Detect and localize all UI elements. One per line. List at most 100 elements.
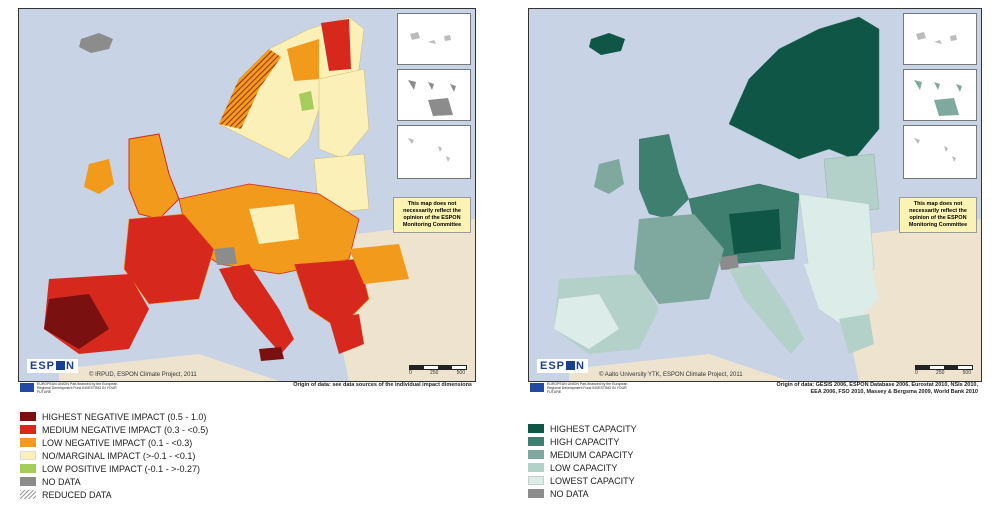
legend-label: LOW NEGATIVE IMPACT (0.1 - <0.3) bbox=[42, 437, 193, 448]
greece-region bbox=[329, 314, 364, 354]
eu-funding-text: EUROPEAN UNION Part-financed by the Euro… bbox=[37, 382, 118, 394]
inset-maps bbox=[903, 13, 977, 183]
inset-canarias bbox=[903, 13, 977, 65]
balkans-region bbox=[293, 258, 370, 330]
poland-region bbox=[249, 204, 299, 244]
data-origin: Origin of data: GESIS 2006, ESPON Databa… bbox=[777, 382, 978, 395]
legend-label: HIGHEST NEGATIVE IMPACT (0.5 - 1.0) bbox=[42, 411, 207, 422]
map-credit: © IRPUD, ESPON Climate Project, 2011 bbox=[89, 372, 197, 378]
north-finland-region bbox=[321, 19, 351, 71]
legend-item: LOWEST CAPACITY bbox=[528, 474, 637, 487]
legend-swatch bbox=[528, 489, 544, 498]
legend-item: HIGHEST CAPACITY bbox=[528, 422, 637, 435]
north-africa-land bbox=[569, 354, 789, 381]
uk-region bbox=[639, 134, 689, 219]
inset-outermost-regions bbox=[397, 69, 471, 121]
baltic-region bbox=[823, 153, 880, 215]
legend-item: LOW CAPACITY bbox=[528, 461, 637, 474]
legend-label: LOW CAPACITY bbox=[550, 462, 618, 473]
legend-label: NO DATA bbox=[550, 488, 589, 499]
legend-swatch bbox=[528, 463, 544, 472]
france-region bbox=[123, 213, 215, 305]
logo-square-icon bbox=[56, 361, 66, 370]
legend-item: HIGHEST NEGATIVE IMPACT (0.5 - 1.0) bbox=[20, 410, 208, 423]
legend-swatch bbox=[20, 464, 36, 473]
legend-label: MEDIUM CAPACITY bbox=[550, 449, 634, 460]
legend-item: MEDIUM NEGATIVE IMPACT (0.3 - <0.5) bbox=[20, 423, 208, 436]
legend-item: NO DATA bbox=[528, 487, 637, 500]
inset-canarias bbox=[397, 13, 471, 65]
switzerland-region bbox=[214, 247, 237, 265]
legend-item: REDUCED DATA bbox=[20, 488, 208, 501]
norway-coast-region bbox=[219, 49, 281, 129]
legend-label: MEDIUM NEGATIVE IMPACT (0.3 - <0.5) bbox=[42, 424, 209, 435]
uk-region bbox=[128, 133, 180, 220]
switzerland-region bbox=[719, 255, 739, 270]
nordic-region bbox=[728, 16, 880, 160]
finland-region bbox=[318, 68, 370, 160]
data-origin-line: Origin of data: GESIS 2006, ESPON Databa… bbox=[776, 382, 978, 388]
inset-outermost-regions bbox=[903, 69, 977, 121]
eu-flag-icon bbox=[530, 383, 544, 392]
balkans-region bbox=[804, 259, 879, 329]
germany-austria-region bbox=[729, 209, 781, 254]
legend-item: NO/MARGINAL IMPACT (>-0.1 - <0.1) bbox=[20, 449, 208, 462]
inset-madeira-acores bbox=[903, 125, 977, 179]
italy-region bbox=[729, 264, 804, 354]
legend-item: HIGH CAPACITY bbox=[528, 435, 637, 448]
eu-flag-icon bbox=[20, 383, 34, 392]
disclaimer-note: This map does not necessarily reflect th… bbox=[393, 197, 471, 233]
data-origin: Origin of data: see data sources of the … bbox=[293, 382, 472, 388]
ireland-region bbox=[84, 159, 114, 194]
impact-map-graphic bbox=[44, 16, 475, 381]
legend-swatch bbox=[20, 412, 36, 421]
legend-swatch bbox=[528, 424, 544, 433]
legend-swatch bbox=[20, 425, 36, 434]
scale-bar: 0 250 500 bbox=[915, 365, 973, 377]
legend-label: HIGHEST CAPACITY bbox=[550, 423, 637, 434]
legend-label: REDUCED DATA bbox=[42, 489, 112, 500]
map-footer: EUROPEAN UNION Part-financed by the Euro… bbox=[528, 380, 980, 396]
romania-region bbox=[349, 244, 409, 284]
legend-swatch bbox=[528, 476, 544, 485]
legend-item: NO DATA bbox=[20, 475, 208, 488]
italy-region bbox=[219, 264, 294, 354]
eu-funding-text: EUROPEAN UNION Part-financed by the Euro… bbox=[547, 382, 628, 394]
legend-label: LOWEST CAPACITY bbox=[550, 475, 635, 486]
eastern-europe-region bbox=[798, 193, 875, 272]
north-africa-land bbox=[59, 354, 279, 381]
legend-swatch bbox=[528, 437, 544, 446]
scale-bar: 0 250 500 bbox=[409, 365, 467, 377]
legend-swatch-hatch bbox=[20, 490, 36, 499]
legend-swatch bbox=[528, 450, 544, 459]
legend-swatch bbox=[20, 477, 36, 486]
ireland-region bbox=[594, 159, 624, 194]
inset-maps bbox=[397, 13, 471, 183]
legend-item: LOW NEGATIVE IMPACT (0.1 - <0.3) bbox=[20, 436, 208, 449]
espon-logo: ESP N bbox=[27, 359, 78, 373]
legend-item: MEDIUM CAPACITY bbox=[528, 448, 637, 461]
capacity-map: This map does not necessarily reflect th… bbox=[528, 8, 982, 382]
map-credit: © Aalto University YTK, ESPON Climate Pr… bbox=[599, 372, 743, 378]
low-positive-region bbox=[299, 91, 314, 111]
disclaimer-note: This map does not necessarily reflect th… bbox=[899, 197, 977, 233]
legend-swatch bbox=[20, 451, 36, 460]
north-sweden-region bbox=[287, 39, 319, 81]
legend-swatch bbox=[20, 438, 36, 447]
impact-map: This map does not necessarily reflect th… bbox=[18, 8, 476, 382]
south-spain-region bbox=[44, 294, 109, 349]
impact-legend: HIGHEST NEGATIVE IMPACT (0.5 - 1.0) MEDI… bbox=[20, 410, 208, 501]
capacity-legend: HIGHEST CAPACITY HIGH CAPACITY MEDIUM CA… bbox=[528, 422, 637, 500]
france-region bbox=[634, 214, 724, 304]
logo-square-icon bbox=[566, 361, 576, 370]
sicily-region bbox=[259, 347, 284, 361]
legend-label: HIGH CAPACITY bbox=[550, 436, 620, 447]
inset-madeira-acores bbox=[397, 125, 471, 179]
capacity-map-graphic bbox=[554, 16, 981, 381]
legend-label: NO/MARGINAL IMPACT (>-0.1 - <0.1) bbox=[42, 450, 196, 461]
legend-item: LOW POSITIVE IMPACT (-0.1 - >-0.27) bbox=[20, 462, 208, 475]
legend-label: LOW POSITIVE IMPACT (-0.1 - >-0.27) bbox=[42, 463, 200, 474]
greece-region bbox=[839, 314, 874, 354]
impact-map-panel: This map does not necessarily reflect th… bbox=[18, 8, 476, 394]
south-spain-region bbox=[554, 294, 619, 349]
